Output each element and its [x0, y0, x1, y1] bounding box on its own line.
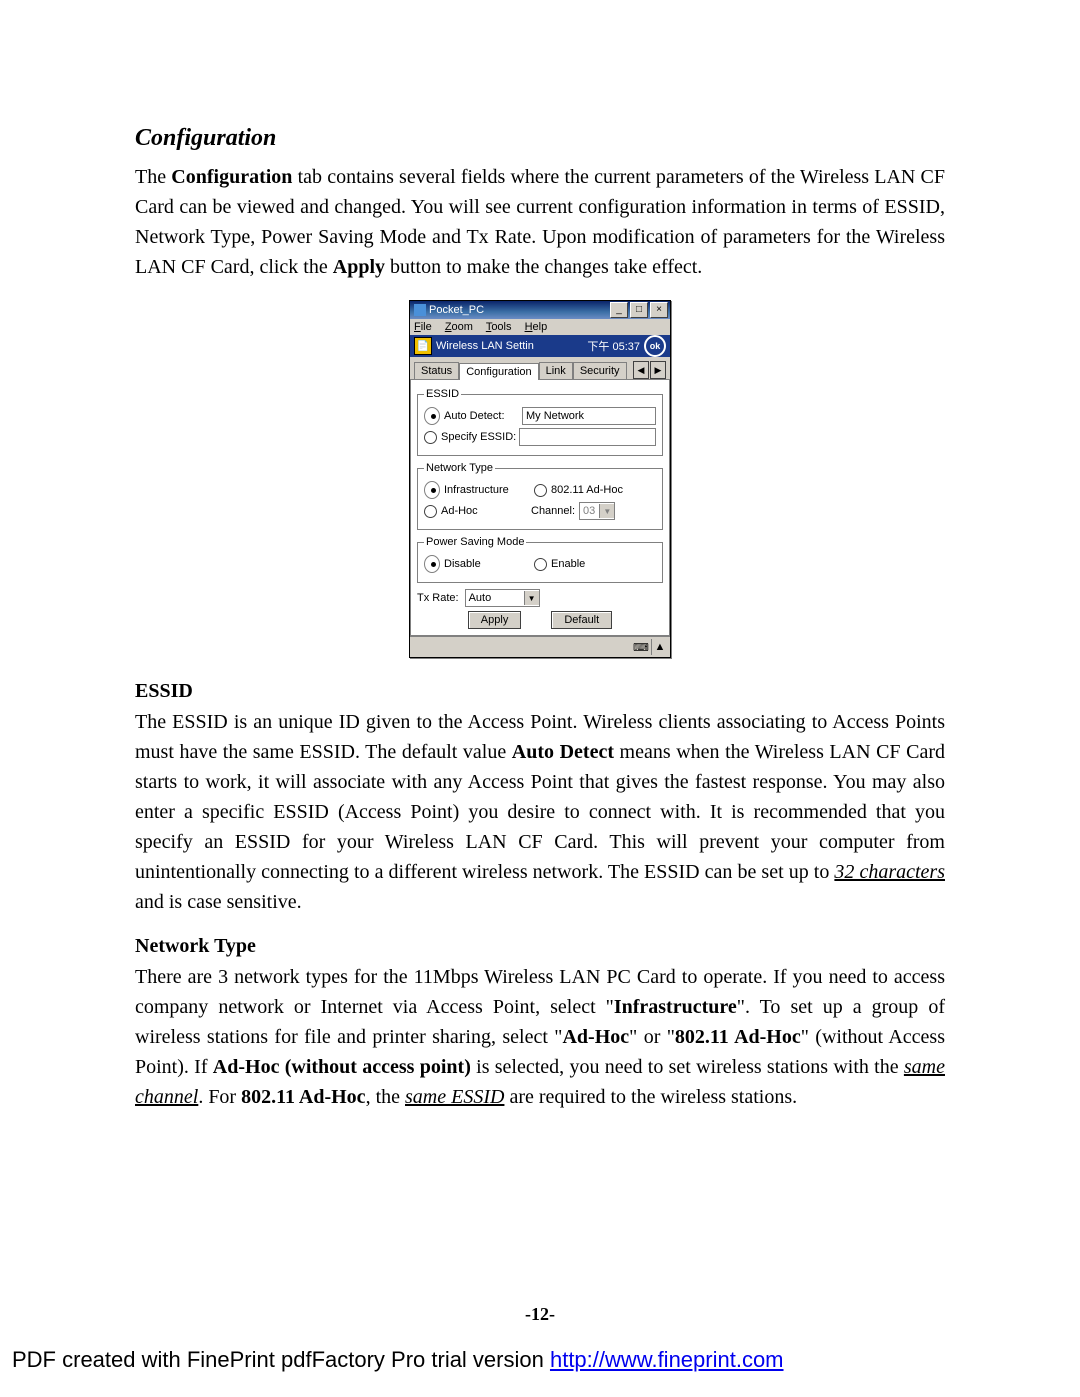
adhoc-label: Ad-Hoc — [441, 505, 531, 517]
app-header: 📄 Wireless LAN Settin 下午 05:37 ok — [410, 335, 670, 357]
close-button[interactable]: × — [650, 302, 668, 318]
txrate-row: Tx Rate: Auto ▼ — [417, 589, 663, 607]
bold-80211-adhoc-2: 802.11 Ad-Hoc — [241, 1086, 365, 1108]
text: and is case sensitive. — [135, 891, 302, 913]
footer-link[interactable]: http://www.fineprint.com — [550, 1347, 784, 1372]
tab-security[interactable]: Security — [573, 362, 627, 379]
text: . For — [198, 1086, 241, 1108]
essid-paragraph: The ESSID is an unique ID given to the A… — [135, 707, 945, 917]
default-button[interactable]: Default — [551, 611, 612, 629]
text: button to make the changes take effect. — [385, 256, 702, 278]
app-title: Wireless LAN Settin — [436, 340, 583, 352]
section-title: Configuration — [135, 125, 945, 152]
channel-label: Channel: — [531, 505, 575, 517]
txrate-select[interactable]: Auto ▼ — [465, 589, 540, 607]
radio-specify-essid[interactable] — [424, 431, 437, 444]
network-type-paragraph: There are 3 network types for the 11Mbps… — [135, 962, 945, 1112]
page-number: -12- — [0, 1304, 1080, 1325]
italic-32-characters: 32 characters — [834, 861, 945, 883]
power-saving-group: Power Saving Mode Disable Enable — [417, 536, 663, 583]
txrate-value: Auto — [469, 592, 520, 604]
tab-right-button[interactable]: ▶ — [650, 361, 666, 379]
specify-essid-label: Specify ESSID: — [441, 431, 519, 443]
chevron-down-icon: ▼ — [524, 591, 539, 605]
italic-same-essid: same ESSID — [405, 1086, 504, 1108]
essid-legend: ESSID — [424, 388, 461, 400]
radio-80211-adhoc[interactable] — [534, 484, 547, 497]
bold-configuration: Configuration — [171, 166, 292, 188]
text: , the — [366, 1086, 405, 1108]
infrastructure-label: Infrastructure — [444, 484, 534, 496]
button-row: Apply Default — [417, 611, 663, 629]
text: The — [135, 166, 171, 188]
radio-adhoc[interactable] — [424, 505, 437, 518]
essid-group: ESSID Auto Detect: My Network Specify ES… — [417, 388, 663, 456]
clock-text: 下午 05:37 — [587, 338, 640, 354]
disable-label: Disable — [444, 558, 534, 570]
menu-bar: File Zoom Tools Help — [410, 319, 670, 335]
ok-button[interactable]: ok — [644, 335, 666, 357]
radio-enable[interactable] — [534, 558, 547, 571]
keyboard-icon[interactable]: ⌨ — [633, 639, 649, 655]
tab-link[interactable]: Link — [539, 362, 573, 379]
document-page: Configuration The Configuration tab cont… — [0, 0, 1080, 1397]
enable-label: Enable — [551, 558, 585, 570]
channel-select[interactable]: 03 ▼ — [579, 502, 615, 520]
sip-bar: ⌨ ▲ — [410, 636, 670, 657]
sip-up-icon[interactable]: ▲ — [651, 639, 668, 655]
menu-zoom[interactable]: Zoom — [445, 321, 473, 333]
maximize-button[interactable]: □ — [630, 302, 648, 318]
menu-file[interactable]: File — [414, 321, 432, 333]
menu-help[interactable]: Help — [525, 321, 548, 333]
minimize-button[interactable]: _ — [610, 302, 628, 318]
bold-apply: Apply — [333, 256, 385, 278]
network-type-heading: Network Type — [135, 935, 945, 958]
radio-auto-detect[interactable] — [424, 407, 440, 425]
apply-button[interactable]: Apply — [468, 611, 522, 629]
channel-value: 03 — [583, 505, 595, 517]
chevron-down-icon: ▼ — [599, 504, 614, 518]
text: are required to the wireless stations. — [504, 1086, 797, 1108]
start-icon[interactable]: 📄 — [414, 337, 432, 355]
tab-status[interactable]: Status — [414, 362, 459, 379]
radio-disable[interactable] — [424, 555, 440, 573]
footer-text: PDF created with FinePrint pdfFactory Pr… — [12, 1347, 550, 1372]
pocket-pc-window: Pocket_PC _ □ × File Zoom Tools Help 📄 W… — [409, 300, 671, 658]
app-icon — [414, 304, 426, 316]
bold-80211-adhoc: 802.11 Ad-Hoc — [675, 1026, 801, 1048]
bold-auto-detect: Auto Detect — [512, 741, 614, 763]
txrate-label: Tx Rate: — [417, 592, 459, 604]
config-panel: ESSID Auto Detect: My Network Specify ES… — [410, 379, 670, 636]
win-titlebar[interactable]: Pocket_PC _ □ × — [410, 301, 670, 319]
tab-configuration[interactable]: Configuration — [459, 363, 538, 380]
power-saving-legend: Power Saving Mode — [424, 536, 526, 548]
network-type-group: Network Type Infrastructure 802.11 Ad-Ho… — [417, 462, 663, 530]
essid-heading: ESSID — [135, 680, 945, 703]
pdf-footer: PDF created with FinePrint pdfFactory Pr… — [12, 1347, 784, 1373]
80211-adhoc-label: 802.11 Ad-Hoc — [551, 484, 623, 496]
auto-detect-label: Auto Detect: — [444, 410, 522, 422]
auto-detect-field[interactable]: My Network — [522, 407, 656, 425]
specify-essid-field[interactable] — [519, 428, 656, 446]
bold-adhoc-no-ap: Ad-Hoc (without access point) — [213, 1056, 471, 1078]
radio-infrastructure[interactable] — [424, 481, 440, 499]
tab-strip: Status Configuration Link Security ◀ ▶ — [410, 357, 670, 379]
tab-scroll: ◀ ▶ — [632, 361, 666, 379]
window-title: Pocket_PC — [429, 304, 608, 316]
bold-adhoc: Ad-Hoc — [562, 1026, 629, 1048]
tab-left-button[interactable]: ◀ — [633, 361, 649, 379]
bold-infrastructure: Infrastructure — [614, 996, 737, 1018]
intro-paragraph: The Configuration tab contains several f… — [135, 162, 945, 282]
network-type-legend: Network Type — [424, 462, 495, 474]
menu-tools[interactable]: Tools — [486, 321, 512, 333]
text: " or " — [629, 1026, 675, 1048]
text: is selected, you need to set wireless st… — [471, 1056, 904, 1078]
